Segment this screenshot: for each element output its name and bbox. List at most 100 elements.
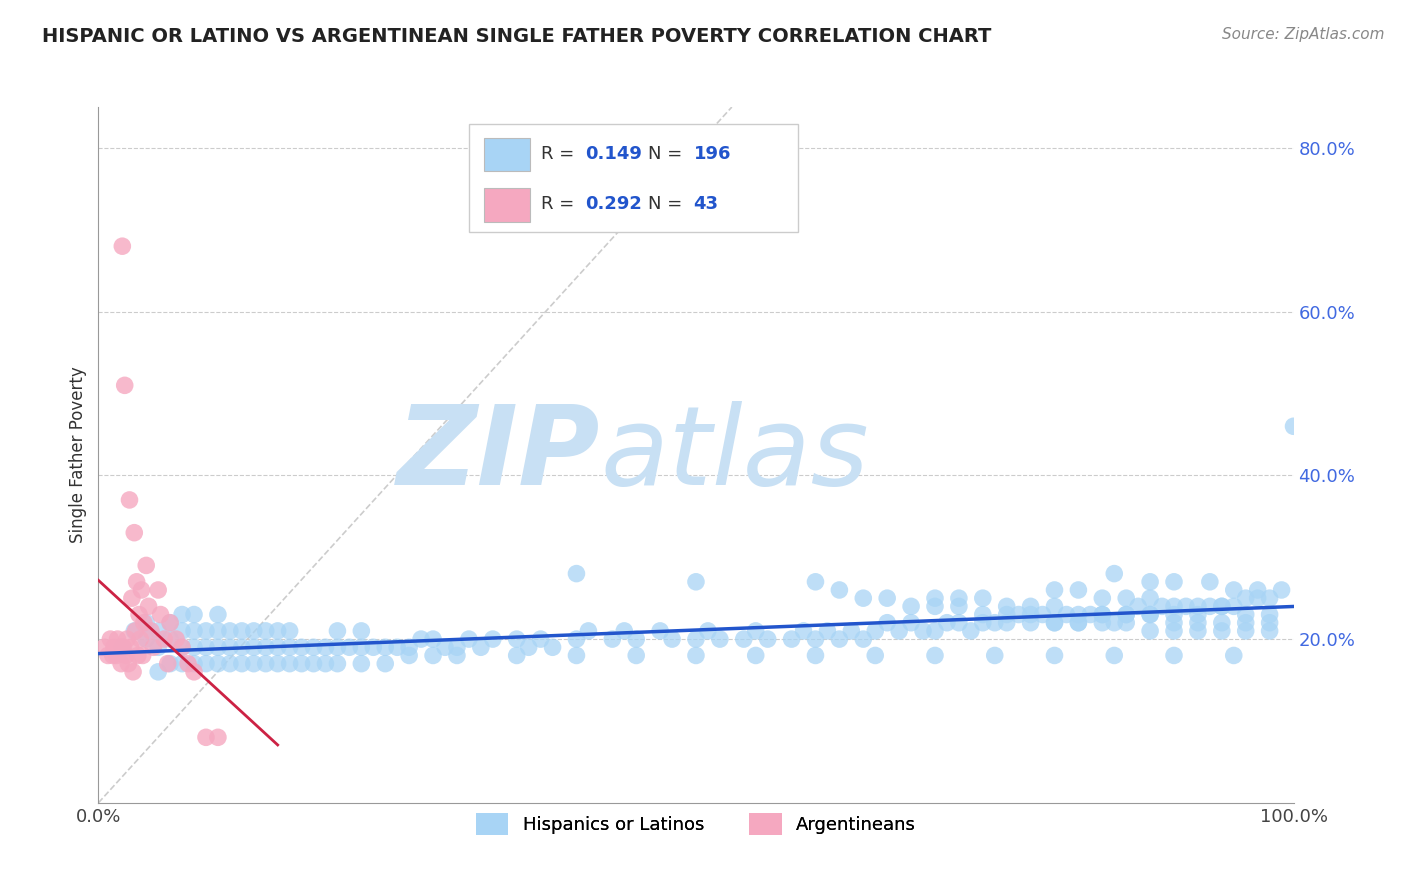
Point <box>148 582 170 597</box>
Point <box>243 657 266 671</box>
Point <box>219 657 242 671</box>
Point <box>183 607 205 622</box>
Point <box>1258 624 1281 638</box>
Point <box>1128 599 1150 614</box>
Point <box>1043 615 1066 630</box>
Point <box>626 632 648 646</box>
Point <box>530 632 553 646</box>
Point <box>1115 607 1137 622</box>
Point <box>1115 591 1137 606</box>
Point <box>948 591 970 606</box>
Point <box>865 648 887 663</box>
Point <box>876 591 898 606</box>
Point <box>1019 615 1042 630</box>
Point <box>108 640 131 655</box>
Point <box>995 607 1018 622</box>
Point <box>1152 599 1174 614</box>
Point <box>1247 582 1270 597</box>
Point <box>148 640 170 655</box>
Point <box>1211 599 1233 614</box>
Point <box>114 378 136 392</box>
Point <box>1043 582 1066 597</box>
Point <box>267 657 290 671</box>
Point <box>326 624 349 638</box>
Point <box>1008 607 1031 622</box>
Point <box>458 632 481 646</box>
Text: 0.292: 0.292 <box>585 195 641 213</box>
Point <box>254 624 277 638</box>
Text: HISPANIC OR LATINO VS ARGENTINEAN SINGLE FATHER POVERTY CORRELATION CHART: HISPANIC OR LATINO VS ARGENTINEAN SINGLE… <box>42 27 991 45</box>
Point <box>1223 599 1246 614</box>
Point <box>159 615 181 630</box>
Point <box>115 648 138 663</box>
Point <box>111 239 134 253</box>
Point <box>1187 615 1209 630</box>
Point <box>1091 615 1114 630</box>
FancyBboxPatch shape <box>470 124 797 232</box>
Point <box>578 624 600 638</box>
Point <box>195 657 218 671</box>
Point <box>900 615 922 630</box>
Point <box>995 599 1018 614</box>
Point <box>1234 624 1257 638</box>
Point <box>1139 624 1161 638</box>
Point <box>972 607 994 622</box>
Point <box>1043 599 1066 614</box>
Point <box>924 591 946 606</box>
Point <box>374 657 396 671</box>
Point <box>243 640 266 655</box>
Point <box>207 624 229 638</box>
Point <box>960 624 983 638</box>
Point <box>231 624 253 638</box>
Point <box>1091 591 1114 606</box>
Point <box>326 640 349 655</box>
Point <box>177 657 200 671</box>
Point <box>745 648 768 663</box>
Point <box>149 607 172 622</box>
Point <box>172 657 194 671</box>
Point <box>984 648 1007 663</box>
Point <box>243 624 266 638</box>
Point <box>117 657 139 671</box>
Point <box>231 640 253 655</box>
Point <box>1139 607 1161 622</box>
Point <box>613 624 636 638</box>
Point <box>122 665 145 679</box>
Point <box>142 640 165 655</box>
Point <box>183 640 205 655</box>
Point <box>828 632 851 646</box>
Point <box>565 632 588 646</box>
Point <box>541 640 564 655</box>
Point <box>219 624 242 638</box>
Point <box>124 624 146 638</box>
Text: N =: N = <box>648 145 688 162</box>
Point <box>1187 599 1209 614</box>
Point <box>1043 615 1066 630</box>
Point <box>1199 574 1222 589</box>
Point <box>565 566 588 581</box>
Point <box>207 607 229 622</box>
Point <box>1115 615 1137 630</box>
Point <box>1211 599 1233 614</box>
Point <box>278 657 301 671</box>
Point <box>138 599 160 614</box>
Y-axis label: Single Father Poverty: Single Father Poverty <box>69 367 87 543</box>
Text: ZIP: ZIP <box>396 401 600 508</box>
Point <box>302 640 325 655</box>
Point <box>1032 607 1054 622</box>
Point <box>780 632 803 646</box>
Point <box>1234 607 1257 622</box>
Point <box>1067 615 1090 630</box>
Point <box>1091 607 1114 622</box>
Point <box>195 731 218 745</box>
Point <box>374 640 396 655</box>
Point <box>852 591 875 606</box>
Point <box>1139 607 1161 622</box>
Point <box>105 648 128 663</box>
Point <box>139 624 162 638</box>
Point <box>131 648 153 663</box>
Point <box>129 632 152 646</box>
Point <box>804 632 827 646</box>
Point <box>828 582 851 597</box>
Point <box>1163 599 1185 614</box>
